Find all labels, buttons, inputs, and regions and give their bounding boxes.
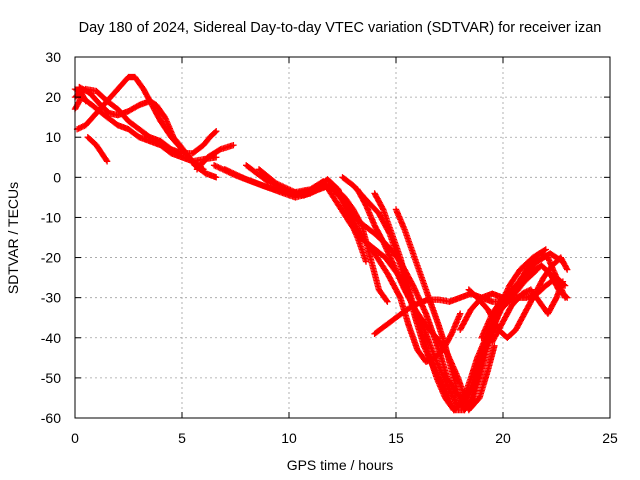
series-track-7 [193, 142, 237, 173]
data-markers [354, 186, 498, 414]
x-tick-label: 10 [281, 430, 297, 446]
data-markers [84, 134, 111, 165]
chart-title: Day 180 of 2024, Sidereal Day-to-day VTE… [79, 20, 602, 36]
plot-frame [74, 56, 611, 419]
x-axis-label: GPS time / hours [287, 457, 394, 473]
x-tick-label: 5 [178, 430, 186, 446]
axis-ticks: 0 5 10 15 20 25 30 20 10 0 -10 -20 -30 -40 -50 -60 [41, 49, 618, 446]
y-tick-label: 10 [45, 129, 61, 145]
data-markers [489, 278, 567, 345]
x-tick-label: 20 [495, 430, 511, 446]
series-track-19 [489, 278, 567, 345]
data-series [71, 73, 571, 414]
y-tick-label: -10 [41, 209, 61, 225]
y-tick-label: -40 [41, 330, 61, 346]
y-tick-label: -30 [41, 290, 61, 306]
y-tick-label: 20 [45, 89, 61, 105]
x-tick-label: 15 [388, 430, 404, 446]
y-tick-label: 0 [53, 169, 61, 185]
series-track-5 [84, 134, 111, 165]
x-tick-label: 0 [71, 430, 79, 446]
y-tick-label: -50 [41, 370, 61, 386]
series-track-18 [478, 262, 571, 341]
y-tick-label: 30 [45, 49, 61, 65]
data-markers [478, 262, 571, 341]
x-tick-label: 25 [602, 430, 618, 446]
series-track-21 [354, 186, 498, 414]
data-markers [193, 142, 237, 173]
data-markers [332, 186, 391, 305]
y-tick-label: -60 [41, 410, 61, 426]
series-track-20 [332, 186, 391, 305]
y-tick-label: -20 [41, 250, 61, 266]
y-axis-label: SDTVAR / TECUs [5, 182, 21, 294]
